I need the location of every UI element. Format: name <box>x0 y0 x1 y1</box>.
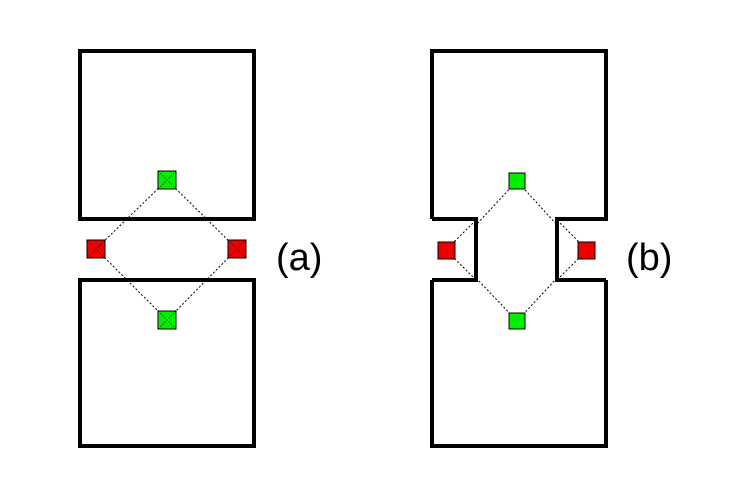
panel-b-top-box-left <box>432 217 478 282</box>
panel-a-top-box <box>78 49 256 221</box>
connector-bottom-left <box>95 248 168 321</box>
panel-b-bottom-box <box>430 280 608 448</box>
green-node-bottom <box>157 310 177 330</box>
panel-a-bottom-box <box>78 278 256 448</box>
connector-right-up <box>556 219 588 251</box>
connector-left-down <box>445 249 477 281</box>
red-node-left <box>86 239 106 259</box>
panel-a-connectors <box>95 179 238 321</box>
red-node-right-b <box>577 241 596 260</box>
panel-b-connectors <box>445 180 588 322</box>
green-node-top <box>157 170 177 190</box>
red-node-left-b <box>437 241 456 260</box>
panel-b: (b) <box>430 49 672 448</box>
connector-top-left <box>95 179 168 250</box>
panel-a: (a) <box>78 49 322 448</box>
panel-b-label: (b) <box>626 237 672 279</box>
green-node-bottom-b <box>508 312 526 330</box>
connector-right-down <box>556 249 588 281</box>
panel-b-top-box <box>430 49 608 282</box>
connector-left-up <box>445 219 477 251</box>
green-node-top-b <box>508 172 526 190</box>
panel-a-label: (a) <box>276 237 322 279</box>
red-node-right <box>227 239 247 259</box>
connector-bottom-right <box>166 248 238 321</box>
connector-top-right <box>166 179 238 250</box>
